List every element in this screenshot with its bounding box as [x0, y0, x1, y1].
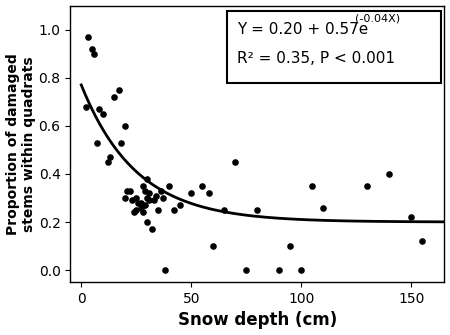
Point	[124, 188, 131, 193]
Point	[298, 267, 305, 273]
Text: (-0.04X): (-0.04X)	[355, 14, 400, 24]
Point	[104, 159, 111, 164]
Point	[141, 188, 149, 193]
Point	[122, 123, 129, 129]
Point	[106, 154, 113, 160]
Point	[146, 198, 153, 203]
Point	[144, 176, 151, 182]
FancyBboxPatch shape	[227, 11, 441, 83]
Text: R² = 0.35, P < 0.001: R² = 0.35, P < 0.001	[237, 51, 395, 66]
Point	[140, 183, 147, 189]
Point	[159, 195, 166, 201]
Point	[276, 267, 283, 273]
Point	[133, 207, 140, 213]
Point	[137, 205, 144, 210]
Point	[128, 198, 135, 203]
Point	[210, 244, 217, 249]
Point	[91, 51, 98, 56]
Point	[155, 207, 162, 213]
Point	[287, 244, 294, 249]
Point	[130, 210, 138, 215]
Point	[205, 191, 212, 196]
Point	[144, 219, 151, 225]
Point	[140, 210, 147, 215]
Point	[146, 191, 153, 196]
Point	[84, 34, 91, 40]
Point	[148, 226, 155, 232]
Point	[153, 193, 160, 198]
Point	[177, 203, 184, 208]
Point	[117, 140, 125, 145]
Point	[144, 195, 151, 201]
Text: Y = 0.20 + 0.57e: Y = 0.20 + 0.57e	[237, 22, 368, 37]
Point	[408, 214, 415, 220]
Point	[133, 195, 140, 201]
Point	[115, 87, 122, 92]
Point	[170, 207, 177, 213]
Y-axis label: Proportion of damaged
stems within quadrats: Proportion of damaged stems within quadr…	[5, 53, 36, 235]
Point	[150, 198, 158, 203]
Point	[89, 46, 96, 52]
Point	[137, 200, 144, 205]
Point	[254, 207, 261, 213]
Point	[364, 183, 371, 189]
Point	[243, 267, 250, 273]
Point	[161, 267, 168, 273]
Point	[141, 203, 149, 208]
Point	[188, 191, 195, 196]
Point	[122, 195, 129, 201]
Point	[221, 207, 228, 213]
Point	[99, 111, 107, 117]
Point	[157, 188, 164, 193]
Point	[95, 106, 103, 112]
Point	[126, 188, 133, 193]
Point	[232, 159, 239, 164]
Point	[111, 94, 118, 99]
Point	[320, 205, 327, 210]
Point	[166, 183, 173, 189]
Point	[199, 183, 206, 189]
Point	[82, 104, 89, 109]
Point	[93, 140, 100, 145]
Point	[386, 171, 393, 177]
Point	[419, 239, 426, 244]
Point	[309, 183, 316, 189]
X-axis label: Snow depth (cm): Snow depth (cm)	[178, 312, 337, 329]
Point	[135, 200, 142, 205]
